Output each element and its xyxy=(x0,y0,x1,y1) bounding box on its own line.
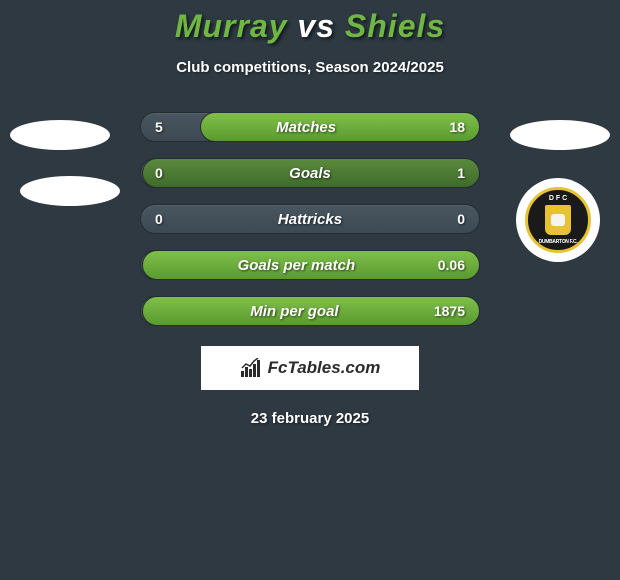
player1-club-placeholder xyxy=(10,120,110,150)
stat-label: Min per goal xyxy=(250,303,338,320)
player2-club-badge: D F C DUMBARTON F.C. xyxy=(516,178,600,262)
player2-club-placeholder xyxy=(510,120,610,150)
stat-right-value: 18 xyxy=(449,119,465,135)
stat-left-value: 0 xyxy=(155,211,163,227)
badge-shield-icon xyxy=(545,205,571,235)
player1-name: Murray xyxy=(175,8,288,44)
elephant-icon xyxy=(551,214,565,226)
player1-photo-placeholder xyxy=(20,176,120,206)
stat-label: Matches xyxy=(276,119,336,136)
stat-row: 0 Hattricks 0 xyxy=(140,204,480,234)
vs-text: vs xyxy=(297,8,335,44)
stat-right-value: 1 xyxy=(457,165,465,181)
brand-text: FcTables.com xyxy=(268,358,381,378)
player2-name: Shiels xyxy=(345,8,445,44)
date-stamp: 23 february 2025 xyxy=(0,410,620,427)
stat-left-value: 0 xyxy=(155,165,163,181)
stat-right-value: 0.06 xyxy=(438,257,465,273)
stat-bar-fill xyxy=(200,112,480,142)
stat-left-value: 5 xyxy=(155,119,163,135)
stat-right-value: 1875 xyxy=(434,303,465,319)
stat-row: 5 Matches 18 xyxy=(140,112,480,142)
stat-row: Min per goal 1875 xyxy=(140,296,480,326)
subtitle: Club competitions, Season 2024/2025 xyxy=(0,59,620,76)
brand-box: FcTables.com xyxy=(201,346,419,390)
badge-top-text: D F C xyxy=(549,195,567,202)
stats-area: 5 Matches 18 0 Goals 1 0 Hattricks 0 Goals per ma… xyxy=(0,112,620,427)
stat-label: Hattricks xyxy=(278,211,342,228)
stat-row: 0 Goals 1 xyxy=(140,158,480,188)
brand-chart-icon xyxy=(240,358,262,378)
badge-bottom-text: DUMBARTON F.C. xyxy=(539,239,578,245)
stat-label: Goals per match xyxy=(238,257,356,274)
badge-inner: D F C DUMBARTON F.C. xyxy=(525,187,591,253)
stat-label: Goals xyxy=(289,165,331,182)
stat-row: Goals per match 0.06 xyxy=(140,250,480,280)
stat-right-value: 0 xyxy=(457,211,465,227)
comparison-title: Murray vs Shiels xyxy=(0,0,620,45)
